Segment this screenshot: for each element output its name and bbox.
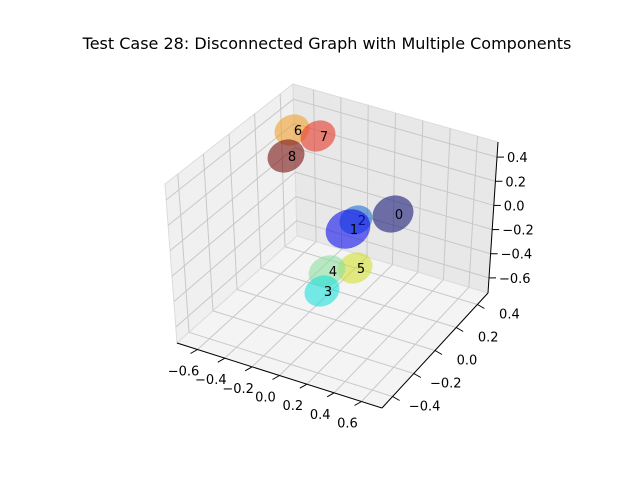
node-marker [372,195,414,233]
node-marker [337,252,373,284]
z-gridline-left [173,196,297,303]
z-tick-label: 0.4 [507,151,528,166]
x-tick-mark [326,392,335,398]
node-marker [300,120,336,152]
y-ticks: −0.4 −0.2 0.00.20.4 [392,304,520,415]
y-tick-mark [455,327,464,332]
nodes: 678021543 [267,114,414,307]
node-label: 5 [357,262,365,277]
z-ticks: −0.6 −0.4 −0.2 0.0 0.2 0.4 [489,151,534,287]
x-tick-mark [244,366,253,372]
z-tick-label: −0.2 [502,224,534,239]
y-gridline [212,310,414,374]
y-tick-label: 0.0 [457,354,478,369]
z-tick-label: −0.4 [501,248,533,263]
y-gridline [260,267,457,328]
z-gridline-left [167,123,295,226]
y-tick-label: 0.2 [478,331,499,346]
y-gridline-back [202,153,214,311]
y-tick-label: 0.4 [499,308,520,323]
node-label: 8 [288,150,296,165]
y-gridline-back [254,113,262,269]
z-tick-label: 0.0 [504,199,525,214]
x-tick-mark [272,375,280,380]
z-tick-label: 0.2 [505,175,526,190]
y-tick-mark [413,373,422,378]
chart-title: Test Case 28: Disconnected Graph with Mu… [82,34,572,53]
z-gridline-left [165,98,294,201]
node-8: 8 [267,139,305,173]
x-tick-mark [354,401,362,406]
x-gridline-back [468,136,478,288]
z-axis-line [487,141,499,294]
node-label: 7 [320,130,328,145]
z-gridline-left [171,171,296,277]
x-gridline-back [417,120,424,273]
y-tick-label: −0.2 [430,377,462,392]
x-tick-label: −0.2 [222,382,254,397]
z-gridline [294,147,494,206]
x-gridline-back [442,128,451,280]
node-5: 5 [337,252,373,284]
z-tick-label: −0.6 [499,272,531,287]
x-gridline-back [313,89,317,242]
node-label: 6 [294,124,302,139]
x-tick-mark [190,349,198,354]
x-tick-label: 0.6 [337,417,358,432]
y-tick-label: −0.4 [409,400,441,415]
y-tick-mark [477,304,485,309]
y-gridline-back [228,133,238,290]
x-tick-mark [299,383,308,389]
z-gridline [293,98,498,158]
y-gridline [284,246,478,305]
node-3: 3 [304,275,340,307]
y-gridline [236,289,436,351]
y-gridline [188,331,393,397]
x-tick-label: −0.4 [195,373,227,388]
z-gridline-left [175,220,297,328]
node-label: 4 [329,265,337,280]
node-0: 0 [372,195,414,233]
node-label: 0 [395,208,403,223]
y-tick-mark [392,396,400,401]
node-marker [325,209,371,249]
node-marker [267,139,305,173]
x-ticks: −0.6−0.4−0.20.0 0.2 0.4 0.6 [168,349,362,432]
y-tick-mark [434,350,443,355]
node-marker [304,275,340,307]
x-tick-mark [217,357,226,363]
node-label: 1 [350,223,358,238]
node-1: 1 [325,209,371,249]
node-7: 7 [300,120,336,152]
x-tick-label: 0.4 [310,408,331,423]
x-gridline-back [392,112,396,265]
x-tick-label: 0.2 [282,399,303,414]
x-tick-label: −0.6 [168,365,200,380]
x-tick-label: 0.0 [255,391,276,406]
y-gridline-back [177,173,190,333]
node-label: 3 [324,285,332,300]
